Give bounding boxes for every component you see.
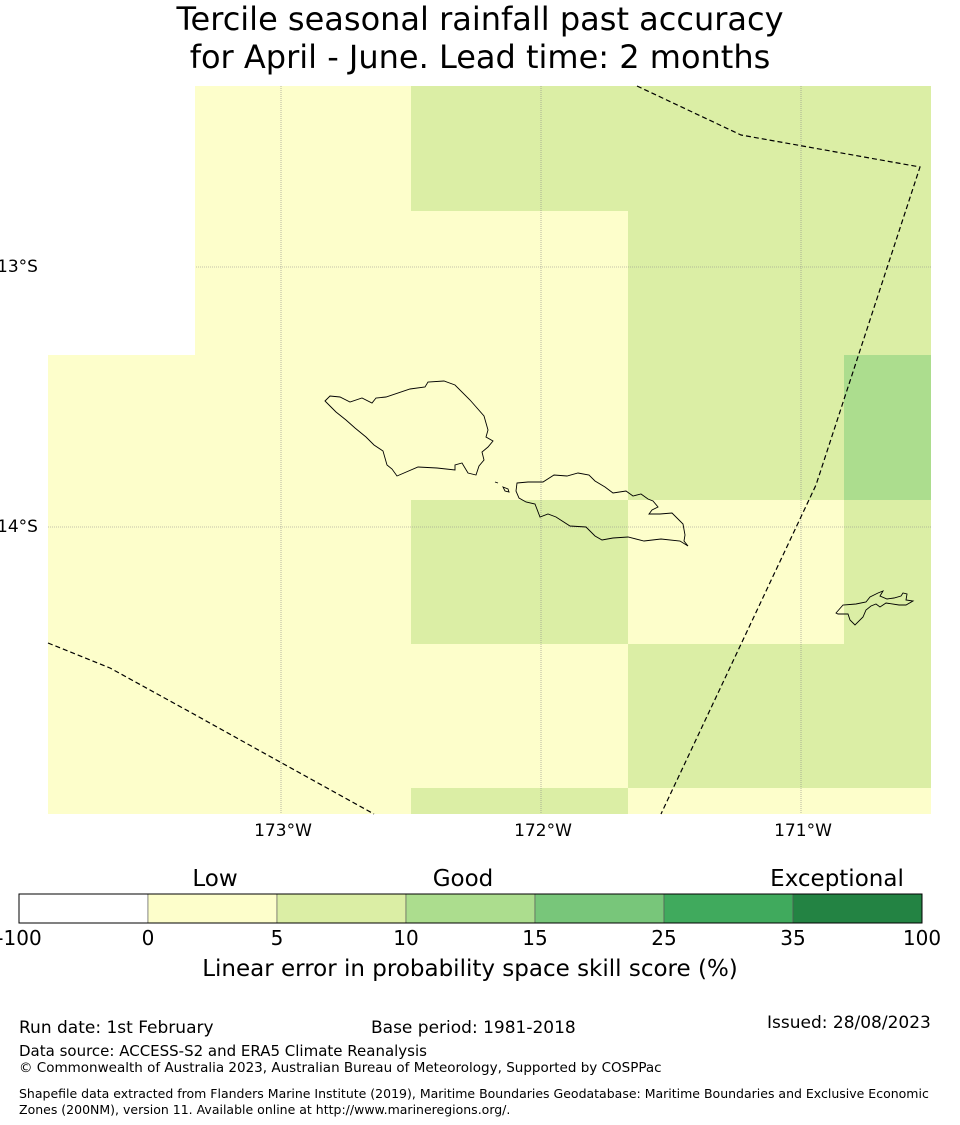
skill-cell — [411, 644, 628, 788]
lon-label-172w: 172°W — [514, 821, 572, 841]
skill-cell — [844, 355, 931, 500]
eez-boundary-south-west — [47, 642, 375, 815]
issued-date: Issued: 28/08/2023 — [767, 1013, 931, 1033]
colorbar-category-low: Low — [192, 866, 238, 892]
map-title-line-2: for April - June. Lead time: 2 months — [189, 38, 771, 76]
skill-cell — [628, 788, 931, 814]
colorbar-label: Linear error in probability space skill … — [202, 956, 738, 982]
lat-label-14s: 14°S — [0, 517, 38, 537]
colorbar-tick-label: 10 — [393, 926, 419, 950]
colorbar-tick-label: 35 — [780, 926, 806, 950]
no-data-area — [48, 86, 195, 355]
apolima-islet-outline — [502, 486, 510, 493]
colorbar-category-good: Good — [432, 866, 494, 892]
skill-cell — [195, 86, 411, 814]
skill-cell — [844, 500, 931, 644]
skill-cell — [628, 644, 931, 788]
colorbar-segment — [792, 893, 923, 924]
colorbar-frame — [18, 893, 923, 924]
run-date: Run date: 1st February — [19, 1018, 214, 1038]
colorbar-tick-label: 5 — [270, 926, 284, 950]
colorbar-segment — [18, 893, 149, 924]
colorbar-segment — [276, 893, 407, 924]
base-period: Base period: 1981-2018 — [371, 1018, 576, 1038]
savaii-island-outline — [324, 380, 494, 477]
shapefile-credit: Shapefile data extracted from Flanders M… — [19, 1086, 929, 1117]
colorbar-tick-label: 15 — [522, 926, 548, 950]
colorbar-tick-label: 25 — [651, 926, 677, 950]
lat-label-13s: 13°S — [0, 257, 38, 277]
tutuila-island-outline — [835, 590, 915, 626]
colorbar-tick-label: 100 — [902, 926, 942, 950]
upolu-island-outline — [515, 472, 689, 547]
manono-islet-outline — [494, 481, 499, 484]
lon-label-171w: 171°W — [774, 821, 832, 841]
colorbar-category-exceptional: Exceptional — [770, 866, 904, 892]
data-source: Data source: ACCESS-S2 and ERA5 Climate … — [19, 1042, 427, 1060]
map-panel — [47, 85, 931, 815]
colorbar-segment — [147, 893, 278, 924]
skill-cell — [628, 500, 844, 644]
skill-cell — [844, 86, 931, 355]
colorbar-tick-label: -100 — [0, 926, 42, 950]
skill-cell — [411, 788, 628, 814]
skill-cell — [48, 355, 195, 814]
copyright-notice: © Commonwealth of Australia 2023, Austra… — [19, 1060, 662, 1076]
colorbar-segment — [534, 893, 665, 924]
lon-label-173w: 173°W — [254, 821, 312, 841]
eez-boundary-north-east — [636, 85, 921, 815]
colorbar-segment — [405, 893, 536, 924]
skill-cell — [411, 211, 628, 500]
skill-cell — [411, 500, 628, 644]
skill-cell — [628, 86, 844, 500]
skill-cell — [411, 86, 628, 211]
map-title-line-1: Tercile seasonal rainfall past accuracy — [176, 0, 784, 38]
colorbar-segment — [663, 893, 794, 924]
graticule — [48, 86, 931, 814]
colorbar-tick-label: 0 — [141, 926, 155, 950]
